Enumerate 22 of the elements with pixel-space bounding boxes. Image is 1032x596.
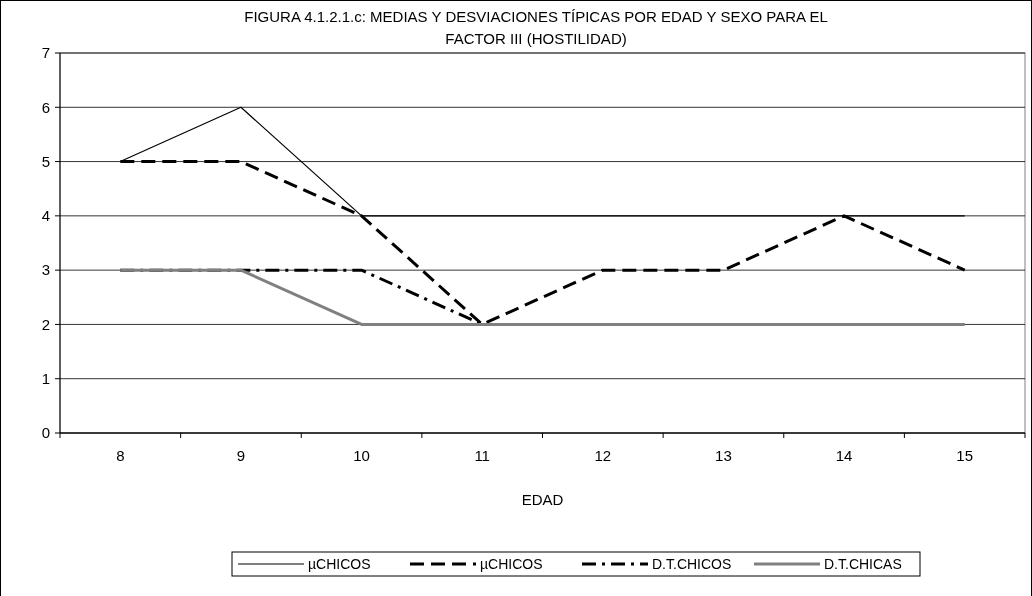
- legend-label: µCHICOS: [308, 555, 371, 572]
- chart-title: FIGURA 4.1.2.1.c: MEDIAS Y DESVIACIONES TÍPICAS POR EDAD Y SEXO PARA EL FACTOR III (HOSTILIDAD): [244, 8, 828, 47]
- y-tick-label: 0: [41, 424, 50, 442]
- x-tick-label: 9: [236, 447, 246, 464]
- x-axis-title: EDAD: [521, 491, 564, 508]
- legend-label: D.T.CHICOS: [652, 555, 732, 572]
- legend-label: D.T.CHICAS: [824, 555, 902, 572]
- y-tick-label: 3: [41, 261, 50, 279]
- x-tick-label: 8: [116, 447, 125, 464]
- y-tick-label: 5: [41, 152, 50, 170]
- y-tick-label: 4: [41, 207, 50, 225]
- x-tick-label: 12: [594, 447, 612, 464]
- x-tick-label: 15: [956, 447, 974, 464]
- y-tick-label: 7: [41, 44, 50, 62]
- x-tick-label: 10: [353, 447, 370, 464]
- y-tick-label: 2: [41, 315, 50, 333]
- x-tick-label: 13: [715, 447, 732, 464]
- y-tick-label: 1: [41, 369, 50, 387]
- y-tick-label: 6: [41, 98, 50, 116]
- legend-label: µCHICOS: [480, 555, 543, 572]
- x-tick-label: 14: [835, 447, 853, 464]
- x-tick-label: 11: [474, 447, 490, 464]
